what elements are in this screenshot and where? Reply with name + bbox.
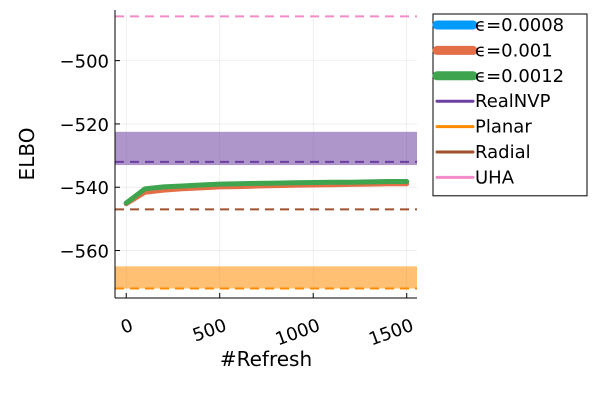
legend-label: ϵ=0.0008: [475, 15, 564, 36]
x-tick-label: 1000: [273, 315, 323, 350]
y-tick-label: −520: [60, 115, 109, 136]
legend-label: Planar: [475, 117, 532, 138]
band-planar: [115, 266, 417, 289]
legend-label: ϵ=0.0012: [475, 66, 564, 87]
legend-box: [432, 13, 588, 197]
series-line-3: [123, 179, 410, 206]
x-tick-label: 500: [190, 315, 229, 346]
legend-label: UHA: [475, 167, 515, 188]
y-tick-label: −560: [60, 242, 109, 263]
reference-bands: [115, 131, 417, 289]
x-tick-label: 1500: [366, 315, 416, 350]
x-axis-label: #Refresh: [220, 347, 312, 371]
y-axis-label: ELBO: [15, 128, 39, 181]
legend-label: ϵ=0.001: [475, 40, 553, 61]
x-tick-label: 0: [118, 315, 136, 339]
legend-label: Radial: [475, 142, 531, 163]
axes: [114, 10, 417, 299]
tick-labels: −500 −520 −540 −560 0 500 1000 1500: [60, 52, 417, 351]
band-realnvp: [115, 131, 417, 166]
reference-lines: [115, 15, 417, 290]
y-tick-label: −500: [60, 52, 109, 73]
y-tick-label: −540: [60, 178, 109, 199]
series-lines: [123, 179, 410, 207]
legend: ϵ=0.0008 ϵ=0.001 ϵ=0.0012 RealNVP Planar Radi…: [432, 13, 588, 197]
legend-label: RealNVP: [475, 91, 551, 112]
